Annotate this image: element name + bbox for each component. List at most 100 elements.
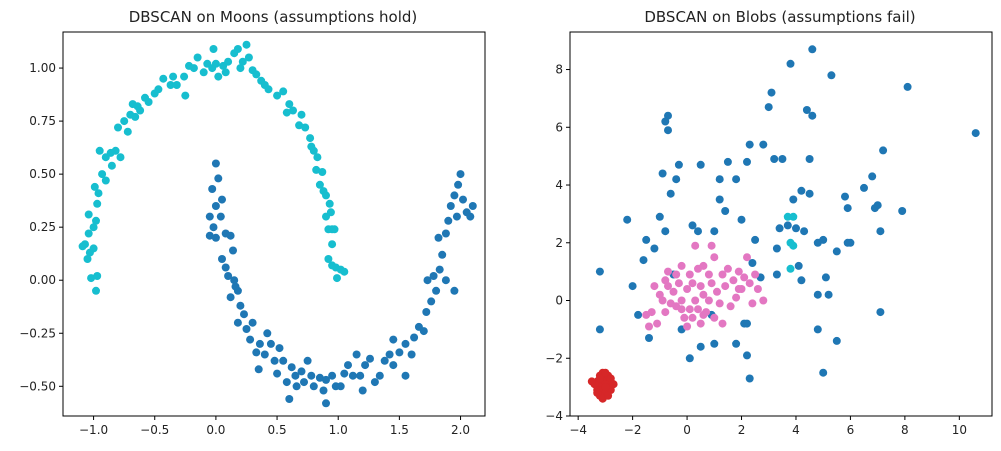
scatter-point [745, 140, 754, 149]
scatter-point [291, 371, 300, 380]
scatter-point [808, 111, 817, 120]
scatter-point [389, 335, 398, 344]
scatter-point [775, 224, 784, 233]
scatter-point [275, 344, 284, 353]
scatter-point [348, 371, 357, 380]
y-tick-label: 2 [555, 236, 563, 250]
scatter-point [181, 91, 190, 100]
scatter-point [254, 365, 263, 374]
scatter-point [435, 265, 444, 274]
scatter-point [723, 157, 732, 166]
scatter-point [718, 270, 727, 279]
scatter-point [209, 45, 218, 53]
scatter-point [715, 299, 724, 308]
scatter-point [380, 356, 389, 365]
scatter-point [306, 134, 315, 143]
scatter-point [794, 261, 803, 270]
scatter-point [193, 53, 202, 62]
scatter-point [248, 318, 257, 327]
scatter-point [300, 378, 308, 387]
scatter-point [205, 212, 214, 221]
scatter-point [246, 335, 255, 344]
scatter-point [748, 299, 757, 308]
y-tick-label: 8 [555, 63, 563, 77]
scatter-point [759, 140, 768, 149]
scatter-point [93, 272, 102, 280]
scatter-point [454, 180, 463, 189]
scatter-point [89, 244, 98, 253]
scatter-point [224, 57, 233, 66]
moons-title: DBSCAN on Moons (assumptions hold) [129, 8, 418, 26]
scatter-point [770, 155, 779, 163]
scatter-point [645, 334, 653, 342]
scatter-point [737, 215, 746, 224]
scatter-point [289, 106, 297, 115]
scatter-point [797, 276, 806, 285]
scatter-point [214, 174, 223, 183]
scatter-point [715, 175, 724, 184]
scatter-point [78, 242, 87, 251]
scatter-point [214, 72, 223, 81]
scatter-point [324, 255, 333, 263]
scatter-point [595, 374, 604, 383]
scatter-point [260, 350, 269, 359]
scatter-point [664, 267, 672, 276]
scatter-point [319, 386, 328, 395]
scatter-point [120, 117, 129, 126]
scatter-point [297, 367, 306, 376]
scatter-point [375, 371, 384, 380]
blobs-title: DBSCAN on Blobs (assumptions fail) [644, 8, 915, 26]
scatter-point [623, 215, 632, 224]
scatter-point [971, 129, 980, 138]
y-tick-label: −2 [545, 351, 563, 365]
scatter-point [84, 210, 93, 219]
scatter-point [674, 160, 683, 169]
scatter-point [606, 374, 615, 383]
scatter-point [468, 202, 477, 210]
scatter-point [218, 255, 226, 263]
scatter-point [144, 98, 153, 106]
scatter-point [601, 383, 610, 392]
x-tick-label: −4 [569, 423, 587, 437]
scatter-point [266, 339, 275, 348]
scatter-point [279, 87, 288, 96]
scatter-point [658, 169, 667, 178]
scatter-point [279, 356, 288, 365]
scatter-point [650, 282, 659, 291]
scatter-point [287, 363, 296, 372]
scatter-point [211, 159, 220, 168]
scatter-point [661, 308, 670, 317]
scatter-point [721, 207, 730, 215]
scatter-point [707, 241, 716, 250]
x-tick-label: 0.5 [268, 423, 287, 437]
scatter-point [751, 270, 760, 279]
x-tick-label: 8 [901, 423, 909, 437]
scatter-point [422, 308, 431, 316]
scatter-point [263, 329, 272, 338]
scatter-point [356, 371, 365, 380]
y-tick-label: 0.00 [29, 273, 56, 287]
moons-subplot: DBSCAN on Moons (assumptions hold) −1.0 −… [19, 8, 486, 437]
scatter-point [90, 182, 99, 191]
scatter-point [172, 81, 181, 89]
scatter-point [441, 229, 450, 238]
scatter-point [819, 368, 828, 377]
x-tick-label: 6 [847, 423, 855, 437]
scatter-point [226, 293, 235, 302]
scatter-point [389, 361, 398, 370]
scatter-point [628, 282, 637, 291]
scatter-point [92, 286, 100, 295]
scatter-point [666, 189, 675, 198]
scatter-point [873, 201, 882, 210]
scatter-point [264, 85, 273, 94]
scatter-point [211, 59, 220, 68]
scatter-point [309, 382, 318, 391]
scatter-point [89, 223, 98, 232]
scatter-point [295, 121, 304, 130]
x-tick-label: 2.0 [451, 423, 470, 437]
scatter-point [786, 264, 795, 273]
scatter-point [704, 296, 713, 305]
scatter-point [236, 301, 245, 310]
scatter-point [808, 45, 817, 54]
